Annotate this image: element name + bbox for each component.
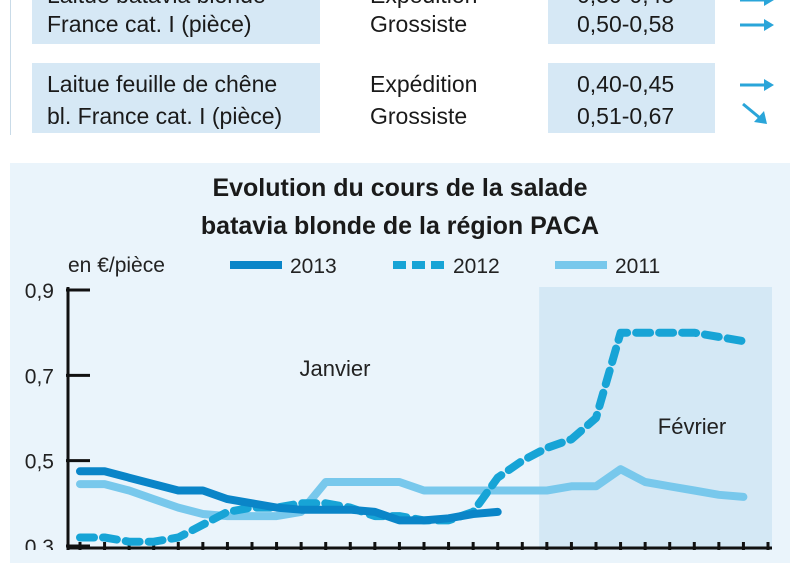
trend-stable-icon	[740, 19, 774, 31]
chart-title-line: Evolution du cours de la salade	[212, 174, 588, 202]
y-tick-label: 0,5	[25, 451, 54, 474]
legend-label: 2011	[615, 255, 660, 278]
legend-label: 2012	[453, 255, 500, 278]
chart-title-line: batavia blonde de la région PACA	[200, 212, 600, 240]
product-name-line: bl. France cat. I (pièce)	[47, 103, 283, 129]
month-shade-fevrier	[539, 287, 772, 550]
market-stage: Expédition	[370, 71, 478, 97]
price-cell-bg	[548, 0, 715, 44]
table-left-rule	[10, 0, 11, 135]
price-range: 0,30-0,45	[577, 0, 674, 12]
trend-stable-icon	[740, 0, 774, 6]
product-name-line: Laitue batavia blonde	[47, 0, 266, 12]
y-tick-label: 0,9	[25, 280, 54, 303]
product-cell-bg	[32, 63, 320, 133]
line-chart: Janvier Février 0,3 0,5 0,7 0,9 en €/pièce 2013…	[25, 254, 772, 550]
price-cell-bg	[548, 63, 715, 133]
series-line-2011	[76, 465, 748, 521]
month-label: Janvier	[300, 356, 371, 381]
series-line-2013	[76, 467, 502, 525]
product-cell-bg	[32, 0, 320, 44]
market-stage: Expédition	[370, 0, 477, 12]
y-tick-label: 0,7	[25, 365, 54, 388]
market-stage: Grossiste	[370, 11, 468, 37]
y-tick-label: 0,3	[25, 536, 54, 550]
price-range: 0,51-0,67	[577, 103, 675, 129]
legend-label: 2013	[290, 255, 337, 278]
product-name-line: France cat. I (pièce)	[47, 11, 252, 37]
price-table: Laitue batavia blonde France cat. I (piè…	[0, 0, 800, 135]
product-name-line: Laitue feuille de chêne	[47, 71, 278, 97]
price-range: 0,40-0,45	[577, 71, 675, 97]
month-label: Février	[658, 414, 726, 439]
price-range: 0,50-0,58	[577, 11, 675, 37]
market-stage: Grossiste	[370, 103, 468, 129]
y-unit-label: en €/pièce	[68, 254, 165, 277]
trend-stable-icon	[740, 79, 774, 91]
trend-down-icon	[742, 102, 767, 124]
